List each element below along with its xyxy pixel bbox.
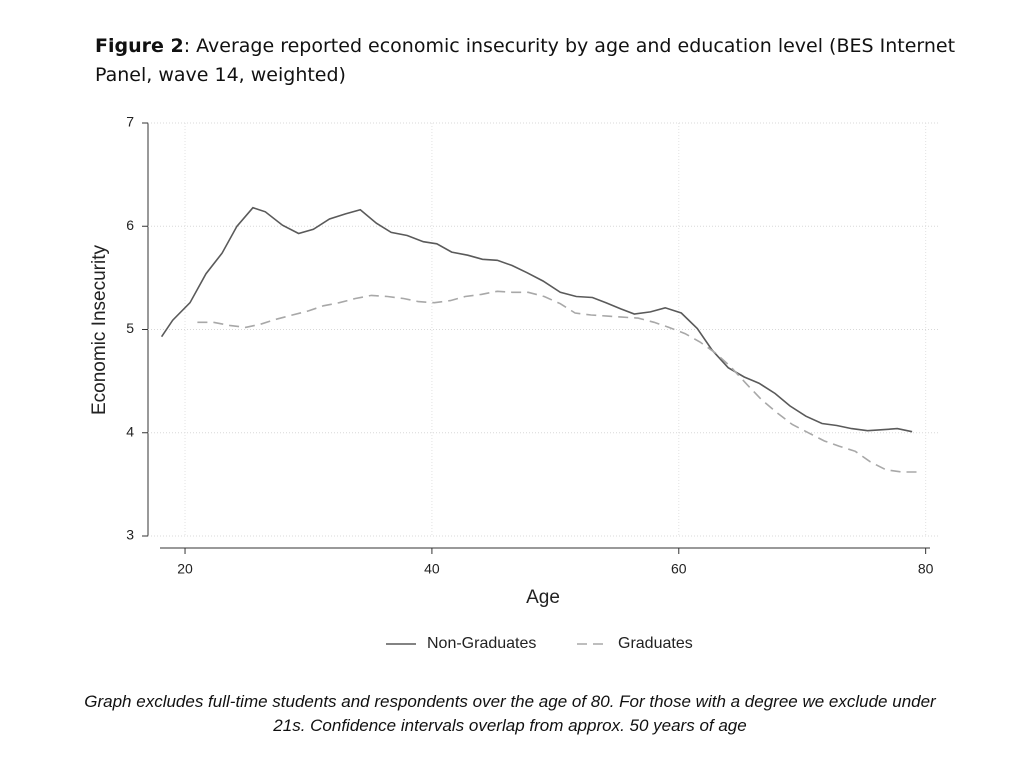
title: Figure 2: Average reported economic inse… <box>95 32 975 90</box>
legend-label: Non-Graduates <box>427 635 536 652</box>
y-tick-label: 6 <box>126 217 134 233</box>
y-tick-label: 3 <box>126 527 134 543</box>
y-tick-label: 7 <box>126 114 134 130</box>
y-tick-label: 5 <box>126 320 134 336</box>
title-text: : Average reported economic insecurity b… <box>95 35 956 86</box>
x-tick-label: 60 <box>671 561 687 577</box>
footnote: Graph excludes full-time students and re… <box>84 692 936 735</box>
x-tick-label: 20 <box>177 561 193 577</box>
title-prefix: Figure 2 <box>95 35 184 57</box>
x-tick-label: 80 <box>918 561 934 577</box>
x-axis-title: Age <box>526 587 560 608</box>
line-series <box>160 206 913 433</box>
line-series <box>197 290 919 473</box>
y-axis-title: Economic Insecurity <box>89 245 110 416</box>
y-tick-label: 4 <box>126 423 134 439</box>
legend-label: Graduates <box>618 635 693 652</box>
x-tick-label: 40 <box>424 561 440 577</box>
